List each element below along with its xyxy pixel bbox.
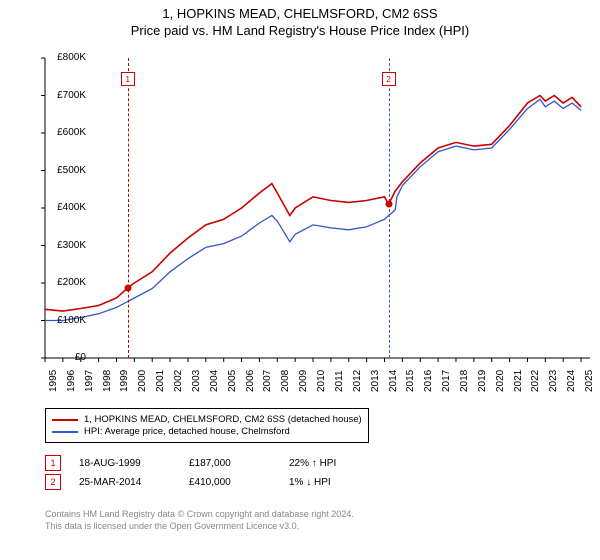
x-tick-label: 2021: [513, 370, 524, 392]
legend: 1, HOPKINS MEAD, CHELMSFORD, CM2 6SS (de…: [45, 408, 369, 443]
x-tick-label: 2004: [209, 370, 220, 392]
x-tick-label: 2016: [423, 370, 434, 392]
y-tick-label: £300K: [46, 240, 86, 251]
y-tick-label: £700K: [46, 90, 86, 101]
y-tick-label: £800K: [46, 52, 86, 63]
x-tick-label: 1999: [119, 370, 130, 392]
page-title: 1, HOPKINS MEAD, CHELMSFORD, CM2 6SS: [0, 6, 600, 21]
x-tick-label: 2007: [262, 370, 273, 392]
x-tick-label: 2000: [137, 370, 148, 392]
legend-label: 1, HOPKINS MEAD, CHELMSFORD, CM2 6SS (de…: [84, 414, 362, 425]
x-tick-label: 2002: [173, 370, 184, 392]
sale-line: [128, 58, 129, 358]
legend-row: HPI: Average price, detached house, Chel…: [52, 426, 362, 437]
transactions: 1 18-AUG-1999£187,00022% ↑ HPI 2 25-MAR-201…: [45, 452, 336, 493]
x-tick-label: 2001: [155, 370, 166, 392]
transaction-date: 18-AUG-1999: [79, 458, 189, 469]
x-tick-label: 2009: [298, 370, 309, 392]
y-tick-label: £100K: [46, 315, 86, 326]
x-tick-label: 2003: [191, 370, 202, 392]
footnote-line: This data is licensed under the Open Gov…: [45, 520, 354, 532]
y-tick-label: £500K: [46, 165, 86, 176]
transaction-row: 2 25-MAR-2014£410,0001% ↓ HPI: [45, 474, 336, 490]
x-tick-label: 2018: [459, 370, 470, 392]
sale-dot: [124, 284, 131, 291]
x-tick-label: 2013: [370, 370, 381, 392]
transaction-row: 1 18-AUG-1999£187,00022% ↑ HPI: [45, 455, 336, 471]
x-tick-label: 2012: [352, 370, 363, 392]
y-tick-label: £0: [46, 352, 86, 363]
x-tick-label: 2006: [245, 370, 256, 392]
legend-swatch: [52, 431, 78, 433]
transaction-marker: 1: [45, 455, 61, 471]
y-tick-label: £200K: [46, 277, 86, 288]
x-tick-label: 2015: [405, 370, 416, 392]
transaction-price: £187,000: [189, 458, 289, 469]
transaction-date: 25-MAR-2014: [79, 477, 189, 488]
transaction-marker: 2: [45, 474, 61, 490]
x-tick-label: 2014: [388, 370, 399, 392]
transaction-delta: 1% ↓ HPI: [289, 477, 331, 488]
legend-label: HPI: Average price, detached house, Chel…: [84, 426, 290, 437]
x-tick-label: 1997: [84, 370, 95, 392]
sale-dot: [385, 201, 392, 208]
x-tick-label: 2017: [441, 370, 452, 392]
x-tick-label: 2011: [334, 370, 345, 392]
legend-row: 1, HOPKINS MEAD, CHELMSFORD, CM2 6SS (de…: [52, 414, 362, 425]
legend-swatch: [52, 419, 78, 421]
x-tick-label: 2010: [316, 370, 327, 392]
x-tick-label: 2008: [280, 370, 291, 392]
page-subtitle: Price paid vs. HM Land Registry's House …: [0, 23, 600, 38]
x-tick-label: 2024: [566, 370, 577, 392]
transaction-price: £410,000: [189, 477, 289, 488]
footnote-line: Contains HM Land Registry data © Crown c…: [45, 508, 354, 520]
x-tick-label: 2025: [584, 370, 595, 392]
x-tick-label: 1995: [48, 370, 59, 392]
x-tick-label: 2022: [530, 370, 541, 392]
x-tick-label: 2005: [227, 370, 238, 392]
x-tick-label: 2023: [548, 370, 559, 392]
sale-line: [389, 58, 390, 358]
y-tick-label: £400K: [46, 202, 86, 213]
chart: £0£100K£200K£300K£400K£500K£600K£700K£80…: [45, 58, 590, 403]
transaction-delta: 22% ↑ HPI: [289, 458, 336, 469]
sale-marker: 1: [121, 72, 135, 86]
y-tick-label: £600K: [46, 127, 86, 138]
x-tick-label: 2020: [495, 370, 506, 392]
footnote: Contains HM Land Registry data © Crown c…: [45, 508, 354, 532]
x-tick-label: 1998: [102, 370, 113, 392]
x-tick-label: 2019: [477, 370, 488, 392]
sale-marker: 2: [382, 72, 396, 86]
x-tick-label: 1996: [66, 370, 77, 392]
